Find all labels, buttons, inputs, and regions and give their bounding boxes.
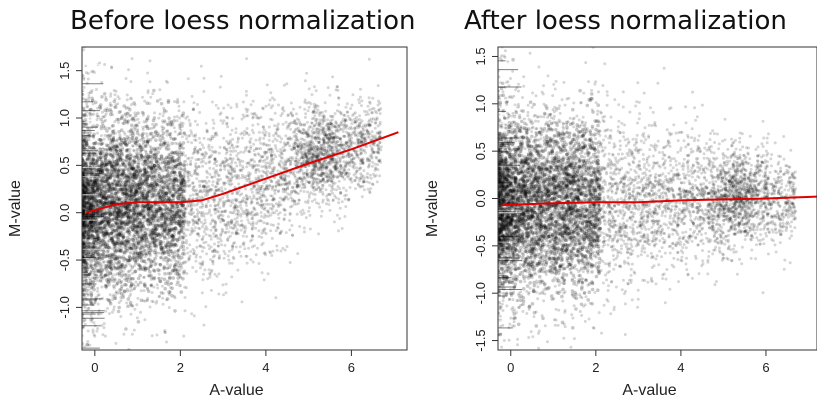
y-tick-label-after: -1.0 xyxy=(473,282,488,304)
plot-frame-before xyxy=(81,46,408,351)
y-tick-label-before: 1.0 xyxy=(57,109,72,127)
y-tick-label-before: 0.0 xyxy=(57,204,72,222)
x-tick-label-after: 2 xyxy=(592,360,599,375)
x-tick-label-before: 2 xyxy=(177,360,184,375)
x-axis-title-after: A-value xyxy=(622,382,676,399)
y-tick-label-after: 1.5 xyxy=(473,47,488,65)
chart-panel-after: After loess normalization 0 2 4 6 -1.5 -1.0 -0… xyxy=(410,0,817,405)
chart-title-after: After loess normalization xyxy=(464,6,787,36)
x-tick-label-after: 4 xyxy=(677,360,684,375)
x-tick-label-after: 0 xyxy=(507,360,514,375)
y-tick-label-after: 1.0 xyxy=(473,95,488,113)
y-tick-label-before: -0.5 xyxy=(57,249,72,271)
x-tick-label-after: 6 xyxy=(762,360,769,375)
y-tick-label-after: -0.5 xyxy=(473,235,488,257)
chart-title-before: Before loess normalization xyxy=(70,6,416,36)
y-tick-label-after: -1.5 xyxy=(473,329,488,351)
y-tick-label-after: 0.5 xyxy=(473,142,488,160)
x-tick-label-before: 6 xyxy=(348,360,355,375)
scatter-points-after xyxy=(498,47,798,350)
x-tick-label-before: 0 xyxy=(91,360,98,375)
loess-line-before xyxy=(86,131,399,214)
y-tick-label-after: 0.0 xyxy=(473,189,488,207)
chart-panel-before: Before loess normalization 0 2 4 6 -1.0 -0.5 0… xyxy=(7,6,415,399)
x-tick-label-before: 4 xyxy=(262,360,269,375)
loess-line-after xyxy=(502,195,817,207)
y-axis-title-before: M-value xyxy=(7,180,24,237)
y-tick-label-before: -1.0 xyxy=(57,296,72,318)
y-tick-label-before: 1.5 xyxy=(57,62,72,80)
y-tick-label-before: 0.5 xyxy=(57,156,72,174)
y-axis-title-after: M-value xyxy=(424,180,441,237)
chart-before-svg: 0 2 4 6 -1.0 -0.5 0.0 0.5 1.0 1.5 A-value M-value xyxy=(7,46,408,399)
scatter-points-before xyxy=(82,47,383,350)
chart-after-svg: 0 2 4 6 -1.5 -1.0 -0.5 0.0 0.5 1.0 1.5 A-value M-val… xyxy=(424,46,817,399)
x-axis-title-before: A-value xyxy=(209,382,263,399)
